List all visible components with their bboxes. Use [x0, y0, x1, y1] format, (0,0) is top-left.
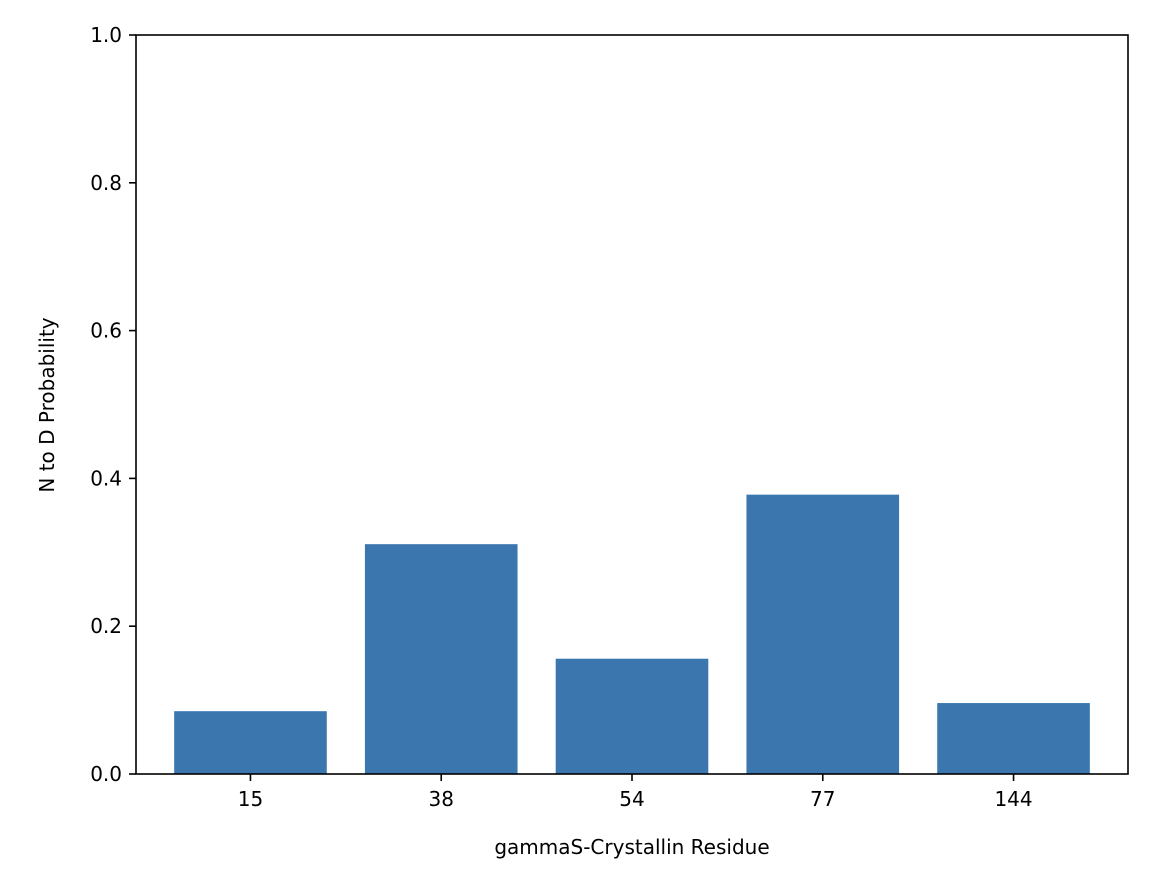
- y-tick-label: 1.0: [90, 23, 122, 47]
- plot-frame: [135, 34, 1129, 775]
- x-tick-label: 38: [429, 787, 454, 811]
- y-tick-label: 0.0: [90, 762, 122, 786]
- x-tick-label: 15: [238, 787, 263, 811]
- x-axis-ticks: 15 38 54 77 144: [238, 774, 1033, 811]
- x-tick-label: 144: [994, 787, 1032, 811]
- y-tick-label: 0.8: [90, 171, 122, 195]
- x-tick-label: 77: [810, 787, 835, 811]
- bar-77: [746, 494, 900, 774]
- y-axis-label: N to D Probability: [35, 317, 59, 492]
- y-tick-label: 0.6: [90, 319, 122, 343]
- y-axis-ticks: 0.0 0.2 0.4 0.6 0.8 1.0: [90, 23, 136, 786]
- bar-144: [937, 703, 1090, 774]
- bar-38: [364, 544, 518, 774]
- x-tick-label: 54: [619, 787, 644, 811]
- y-tick-label: 0.2: [90, 614, 122, 638]
- y-tick-label: 0.4: [90, 466, 122, 490]
- bar-15: [174, 711, 327, 774]
- bar-54: [555, 658, 709, 774]
- bars-group: [174, 494, 1090, 774]
- x-axis-label: gammaS-Crystallin Residue: [494, 835, 769, 859]
